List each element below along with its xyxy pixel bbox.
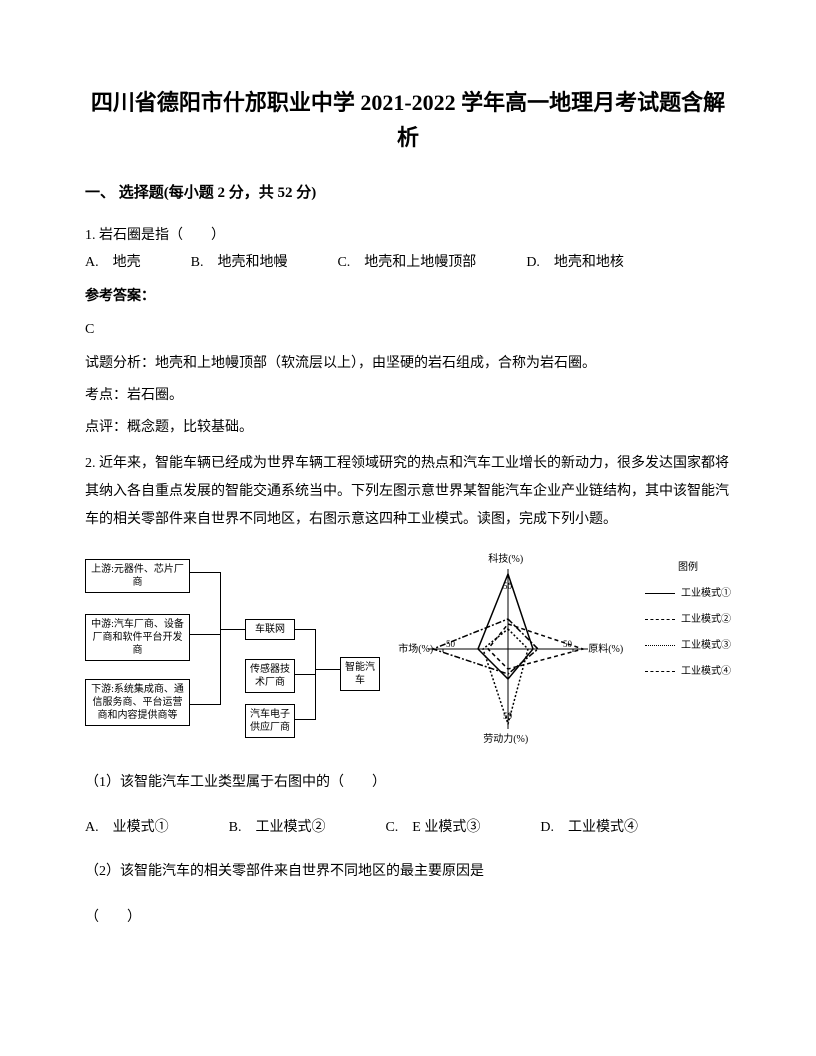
q1-options: A. 地壳 B. 地壳和地幔 C. 地壳和上地幔顶部 D. 地壳和地核	[85, 250, 731, 275]
diagram-container: 上游:元器件、芯片厂商 中游:汽车厂商、设备厂商和软件平台开发商 下游:系统集成…	[85, 549, 731, 749]
q1-option-b: B. 地壳和地幔	[191, 250, 288, 275]
flow-box-electronics: 汽车电子供应厂商	[245, 704, 295, 738]
legend-title: 图例	[645, 559, 731, 577]
flow-box-network: 车联网	[245, 619, 295, 640]
legend-item-3: 工业模式③	[645, 637, 731, 655]
q1-option-c: C. 地壳和上地幔顶部	[337, 250, 476, 275]
section-header: 一、 选择题(每小题 2 分，共 52 分)	[85, 180, 731, 207]
q1-analysis3: 点评：概念题，比较基础。	[85, 414, 731, 442]
axis-market: 市场(%)	[398, 641, 433, 659]
q2-sub2-text2: （ ）	[85, 904, 731, 932]
q2-sub1-text: （1）该智能汽车工业类型属于右图中的（ ）	[85, 769, 731, 797]
q1-answer: C	[85, 317, 731, 342]
flow-box-midstream: 中游:汽车厂商、设备厂商和软件平台开发商	[85, 614, 190, 661]
axis-labor: 劳动力(%)	[483, 731, 528, 749]
flowchart-diagram: 上游:元器件、芯片厂商 中游:汽车厂商、设备厂商和软件平台开发商 下游:系统集成…	[85, 549, 388, 749]
q2-text: 2. 近年来，智能车辆已经成为世界车辆工程领域研究的热点和汽车工业增长的新动力，…	[85, 450, 731, 534]
legend: 图例 工业模式① 工业模式② 工业模式③ 工业模式④	[645, 559, 731, 689]
q1-analysis1: 试题分析：地壳和上地幔顶部（软流层以上），由坚硬的岩石组成，合称为岩石圈。	[85, 350, 731, 378]
answer-label: 参考答案：	[85, 284, 731, 309]
q2-sub2-text1: （2）该智能汽车的相关零部件来自世界不同地区的最主要原因是	[85, 858, 731, 886]
q2-sub1-options: A. 业模式① B. 工业模式② C. E 业模式③ D. 工业模式④	[85, 815, 731, 840]
document-title: 四川省德阳市什邡职业中学 2021-2022 学年高一地理月考试题含解析	[85, 85, 731, 155]
q1-option-d: D. 地壳和地核	[526, 250, 624, 275]
axis-material: 原料(%)	[588, 641, 623, 659]
radar-diagram: 50 50 50 50 科技(%) 原料(%) 劳动力(%) 市场(%) 图例	[408, 549, 731, 749]
flow-box-car: 智能汽车	[340, 657, 380, 691]
legend-item-4: 工业模式④	[645, 663, 731, 681]
legend-item-2: 工业模式②	[645, 611, 731, 629]
sub1-option-c: C. E 业模式③	[385, 815, 480, 840]
flow-box-sensor: 传感器技术厂商	[245, 659, 295, 693]
q1-option-a: A. 地壳	[85, 250, 141, 275]
flow-box-upstream: 上游:元器件、芯片厂商	[85, 559, 190, 593]
legend-item-1: 工业模式①	[645, 585, 731, 603]
q1-text: 1. 岩石圈是指（ ）	[85, 222, 731, 250]
q1-analysis2: 考点：岩石圈。	[85, 382, 731, 410]
sub1-option-a: A. 业模式①	[85, 815, 169, 840]
axis-tech: 科技(%)	[488, 551, 523, 569]
sub1-option-d: D. 工业模式④	[540, 815, 638, 840]
flow-box-downstream: 下游:系统集成商、通信服务商、平台运营商和内容提供商等	[85, 679, 190, 726]
sub1-option-b: B. 工业模式②	[229, 815, 326, 840]
